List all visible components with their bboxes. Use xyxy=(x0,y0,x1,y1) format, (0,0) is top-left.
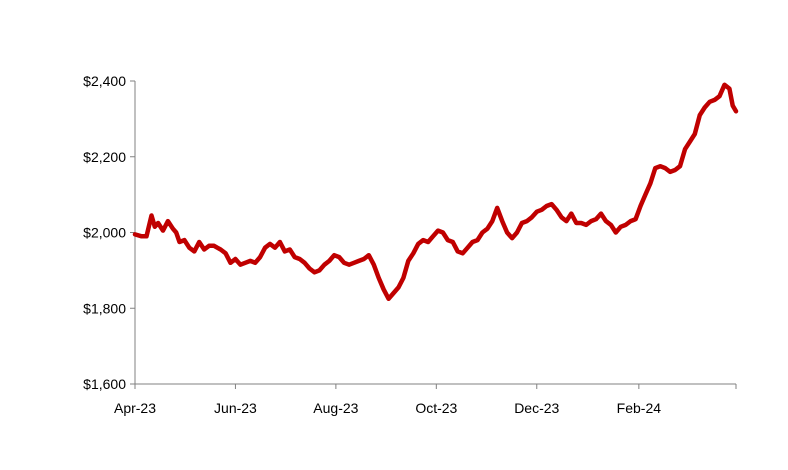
y-axis: $1,600 $1,800 $2,000 $2,200 $2,400 xyxy=(83,73,136,392)
x-tick-label: Dec-23 xyxy=(514,400,559,416)
x-tick-label: Oct-23 xyxy=(415,400,457,416)
x-tick-label: Apr-23 xyxy=(114,400,156,416)
price-line-series xyxy=(132,82,739,302)
x-tick-label: Jun-23 xyxy=(214,400,257,416)
y-tick-label: $2,200 xyxy=(83,149,126,165)
y-tick-label: $2,000 xyxy=(83,225,126,241)
y-tick-label: $2,400 xyxy=(83,73,126,89)
x-axis: Apr-23 Jun-23 Aug-23 Oct-23 Dec-23 Feb-24 xyxy=(114,383,737,416)
y-tick-label: $1,800 xyxy=(83,300,126,316)
x-tick-label: Aug-23 xyxy=(313,400,358,416)
y-tick-label: $1,600 xyxy=(83,376,126,392)
x-tick-label: Feb-24 xyxy=(617,400,662,416)
